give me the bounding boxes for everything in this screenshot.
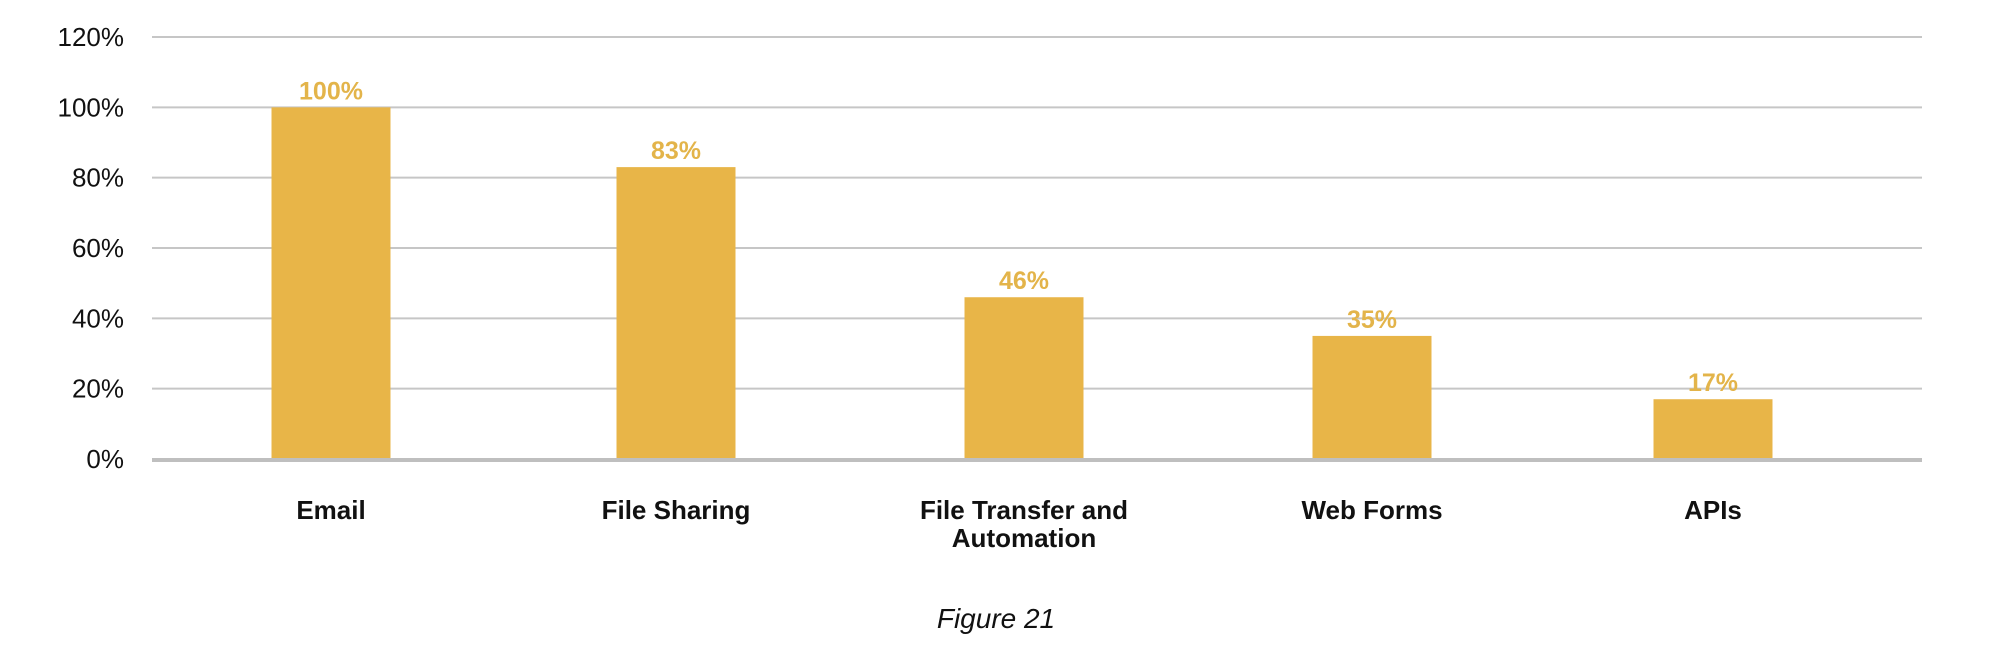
data-label: 100% [299, 77, 363, 105]
category-label-line: Web Forms [1301, 495, 1442, 525]
data-label: 83% [651, 137, 701, 165]
category-label: APIs [1684, 495, 1742, 525]
category-label: File Sharing [602, 495, 751, 525]
category-label: File Transfer and Automation [920, 495, 1128, 553]
category-label-line: File Transfer and [920, 495, 1128, 525]
bar [616, 167, 736, 459]
bars [271, 107, 1773, 459]
category-label-line: Automation [952, 523, 1096, 553]
y-tick-label: 20% [72, 374, 124, 404]
data-labels: 100% 83% 46% 35% 17% [299, 77, 1738, 397]
grid-lines [152, 36, 1922, 390]
y-axis-tick-labels: 0% 20% 40% 60% 80% 100% 120% [58, 22, 125, 474]
y-tick-label: 0% [86, 444, 124, 474]
category-label-line: Email [296, 495, 365, 525]
bar [964, 297, 1084, 459]
category-label: Email [296, 495, 365, 525]
category-label-line: File Sharing [602, 495, 751, 525]
category-label-line: APIs [1684, 495, 1742, 525]
bar [271, 107, 391, 459]
bar [1653, 399, 1773, 459]
category-label: Web Forms [1301, 495, 1442, 525]
data-label: 17% [1688, 369, 1738, 397]
bar-chart: 0%20%40%60%80%100%120% 100%83%46%35%17% … [58, 22, 1922, 553]
y-tick-label: 40% [72, 303, 124, 333]
x-axis-category-labels: Email File Sharing File Transfer and Automa… [296, 495, 1742, 553]
y-tick-label: 120% [58, 22, 125, 52]
figure-caption: Figure 21 [936, 603, 1056, 634]
bar [1312, 335, 1432, 459]
data-label: 35% [1347, 306, 1397, 334]
y-tick-label: 80% [72, 163, 124, 193]
y-tick-label: 60% [72, 233, 124, 263]
y-tick-label: 100% [58, 92, 125, 122]
data-label: 46% [999, 267, 1049, 295]
